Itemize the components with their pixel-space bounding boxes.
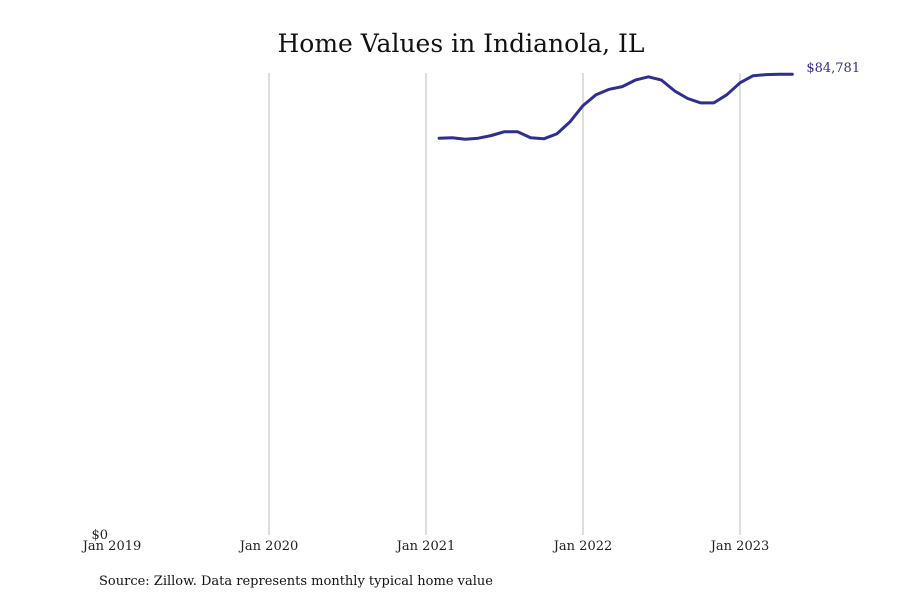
x-axis-ticks: Jan 2019 Jan 2020 Jan 2021 Jan 2022 Jan 2023	[81, 539, 770, 554]
series-line	[437, 72, 794, 141]
chart-title: Home Values in Indianola, IL	[278, 29, 645, 58]
x-tick-label: Jan 2023	[709, 539, 770, 554]
x-tick-label: Jan 2022	[552, 539, 613, 554]
grid-lines	[268, 73, 741, 535]
series-layer: $84,781	[437, 61, 860, 141]
x-tick-label: Jan 2019	[81, 539, 142, 554]
x-tick-label: Jan 2020	[238, 539, 299, 554]
end-value-label: $84,781	[806, 61, 860, 76]
x-tick-label: Jan 2021	[395, 539, 456, 554]
y-axis-ticks: $0	[91, 528, 108, 543]
y-tick-label: $0	[91, 528, 108, 543]
source-note: Source: Zillow. Data represents monthly …	[99, 574, 493, 589]
